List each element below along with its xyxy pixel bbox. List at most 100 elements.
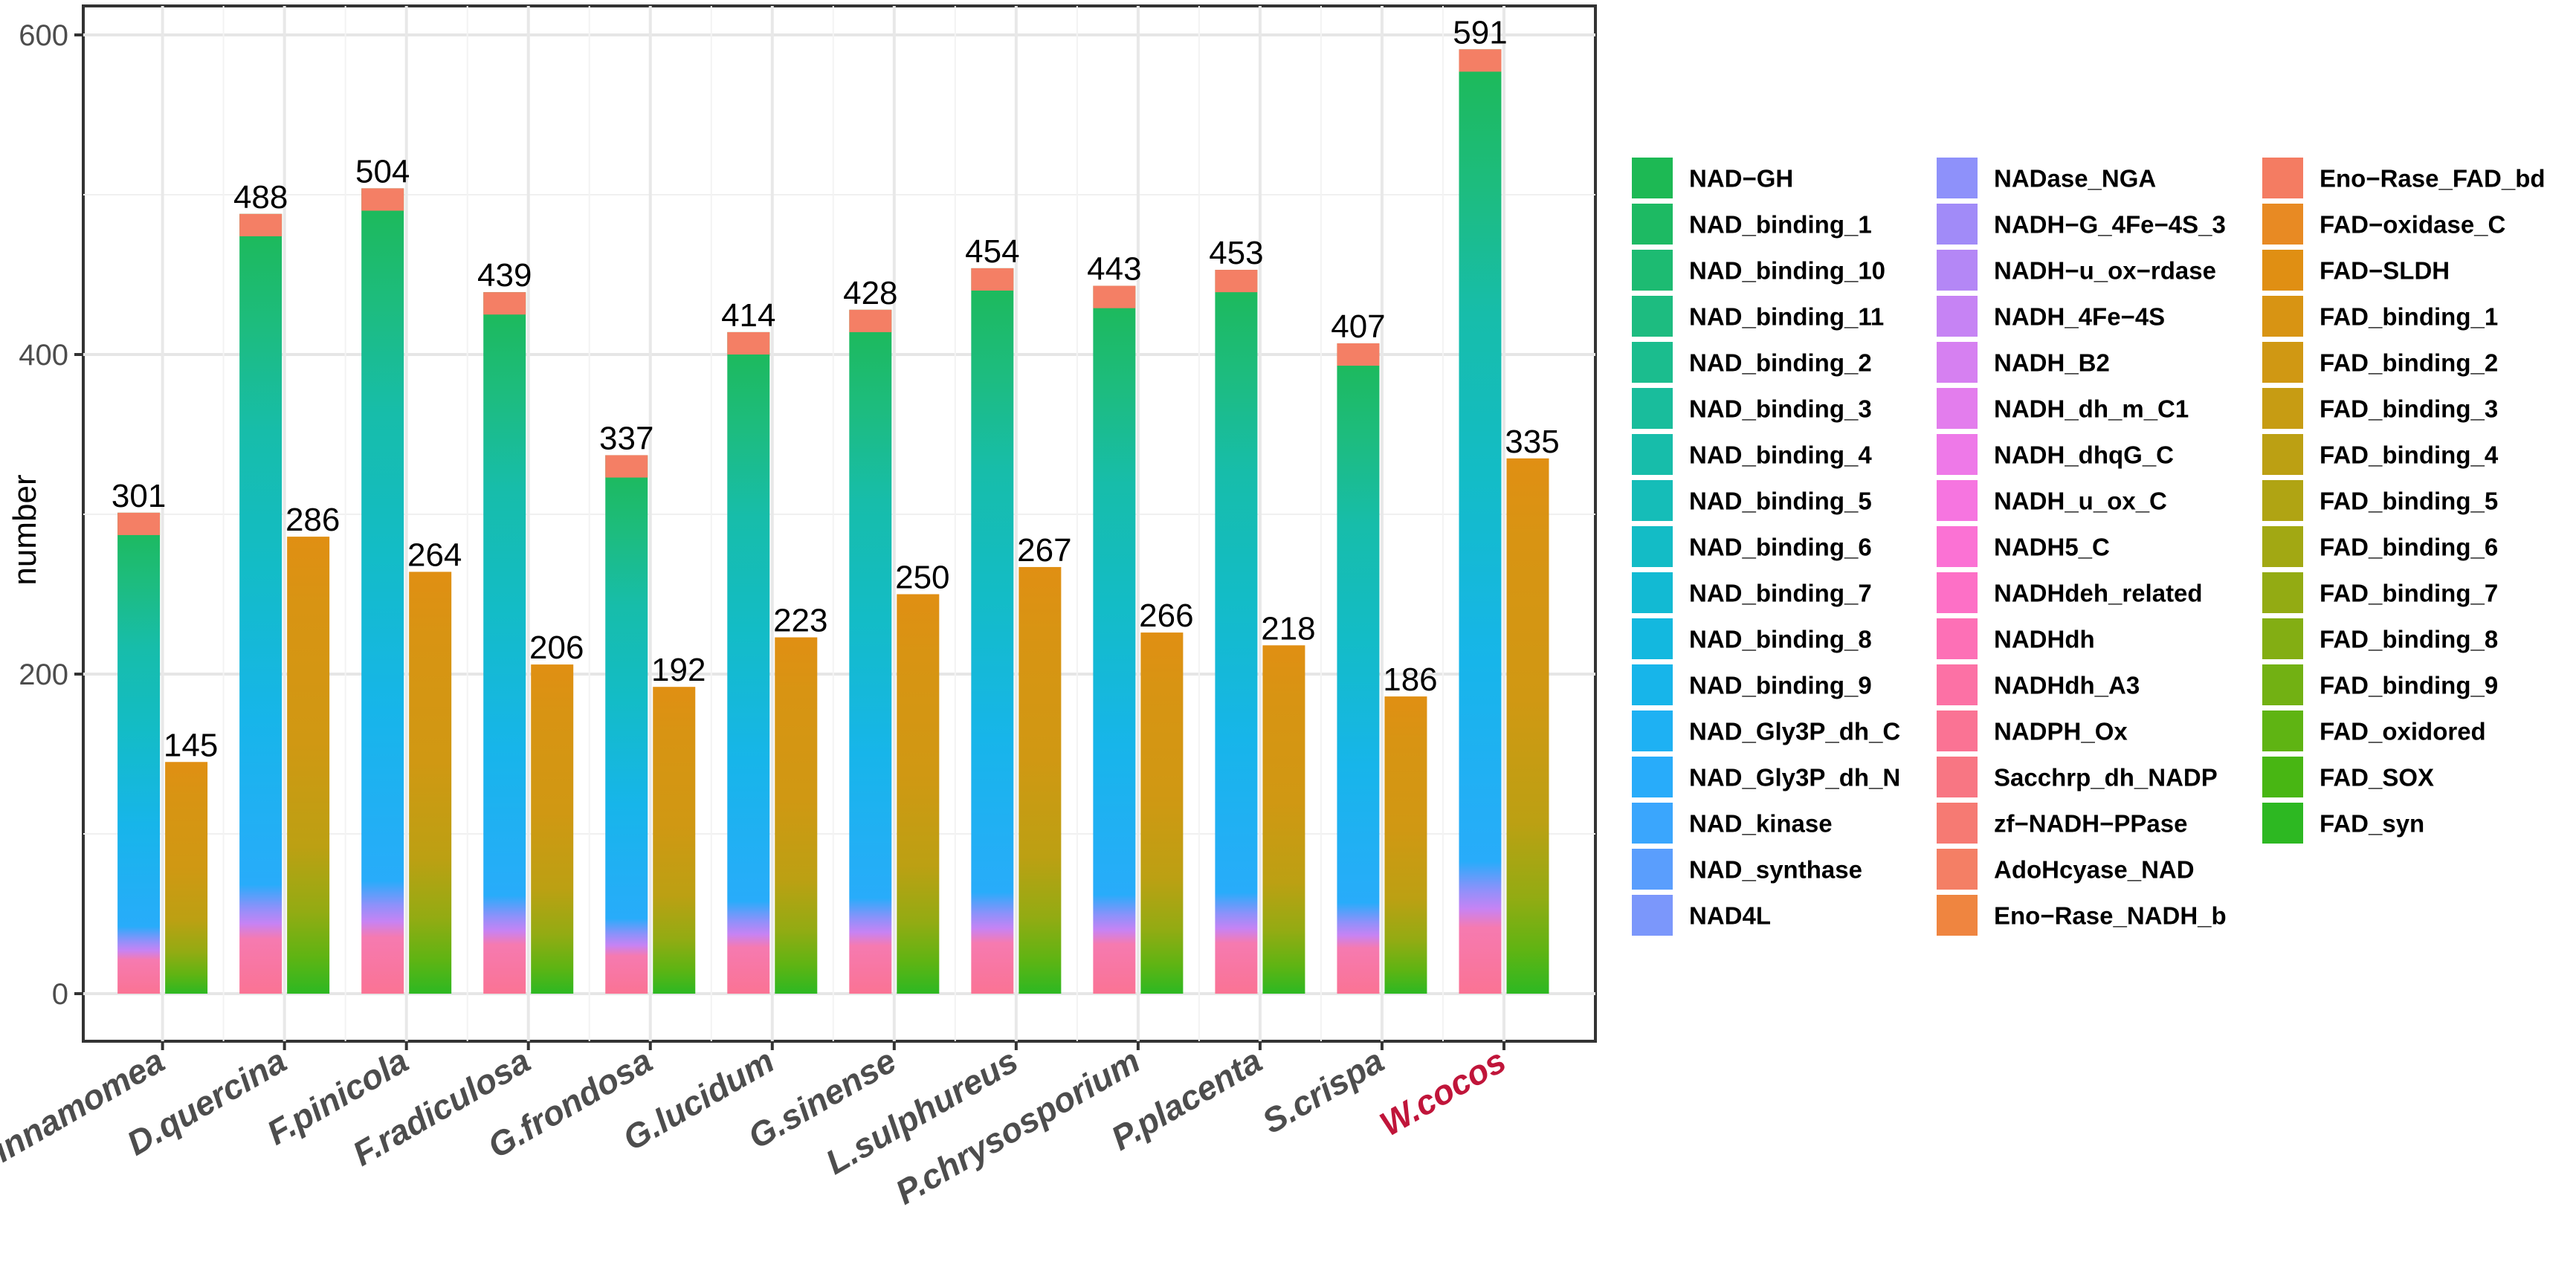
bar-nad-cap: [849, 309, 892, 332]
legend-key: [1937, 849, 1978, 890]
legend-label: NADH5_C: [1994, 534, 2110, 561]
bar-label-fad: 145: [164, 727, 218, 763]
legend-label: NADH−G_4Fe−4S_3: [1994, 211, 2226, 239]
bar-label-nad: 439: [477, 257, 532, 294]
legend-label: FAD−oxidase_C: [2320, 211, 2505, 239]
bar-fad-G.lucidum: [775, 637, 818, 994]
legend-key: [2262, 803, 2303, 844]
legend-key: [1937, 296, 1978, 337]
legend-key: [1632, 572, 1673, 613]
legend-label: FAD_binding_9: [2320, 672, 2498, 699]
legend-label: FAD_binding_1: [2320, 303, 2498, 331]
legend-key: [1937, 895, 1978, 936]
legend-key: [2262, 158, 2303, 198]
bar-nad-P.placenta: [1215, 270, 1258, 994]
bar-label-nad: 488: [233, 179, 288, 216]
bar-fad-S.crispa: [1384, 696, 1427, 994]
bar-fad-D.quercina: [287, 537, 330, 994]
legend-key: [2262, 526, 2303, 567]
legend-label: NADH_u_ox_C: [1994, 488, 2167, 515]
bar-label-nad: 504: [355, 153, 410, 190]
bar-fad-G.frondosa: [653, 687, 696, 994]
bar-nad-F.radiculosa: [483, 292, 526, 994]
legend-key: [1937, 664, 1978, 705]
legend-label: NADH_B2: [1994, 349, 2110, 377]
bar-nad-cap: [483, 292, 526, 315]
legend-label: FAD_oxidored: [2320, 718, 2486, 745]
legend-label: FAD_binding_4: [2320, 441, 2499, 469]
legend-label: NAD_synthase: [1689, 856, 1862, 884]
legend-label: FAD_binding_8: [2320, 626, 2498, 653]
legend-label: NAD_binding_3: [1689, 395, 1872, 423]
legend-key: [1632, 849, 1673, 890]
bar-label-fad: 218: [1261, 610, 1315, 647]
legend-key: [2262, 572, 2303, 613]
legend-key: [1632, 526, 1673, 567]
legend-key: [1937, 434, 1978, 475]
bar-nad-P.chrysosporium: [1093, 285, 1136, 994]
bar-nad-cap: [727, 331, 770, 355]
bar-fad-A.cinnamomea: [165, 762, 208, 994]
legend-label: NADH_4Fe−4S: [1994, 303, 2165, 331]
bar-label-fad: 267: [1017, 532, 1071, 569]
legend-key: [1632, 803, 1673, 844]
legend-key: [1937, 204, 1978, 245]
legend-key: [1632, 434, 1673, 475]
legend-label: NAD_Gly3P_dh_C: [1689, 718, 1900, 745]
legend-label: FAD_binding_3: [2320, 395, 2498, 423]
legend-key: [1937, 480, 1978, 521]
legend-label: NADH_dh_m_C1: [1994, 395, 2189, 423]
bar-nad-L.sulphureus: [971, 268, 1014, 994]
legend-label: NADH_dhqG_C: [1994, 441, 2174, 469]
bar-label-nad: 454: [965, 233, 1019, 270]
legend-label: NAD_binding_1: [1689, 211, 1872, 239]
bar-label-fad: 186: [1383, 661, 1437, 698]
legend-key: [1632, 296, 1673, 337]
legend-key: [2262, 711, 2303, 751]
bar-nad-cap: [239, 213, 283, 236]
bar-label-nad: 591: [1453, 14, 1507, 51]
bar-label-nad: 407: [1331, 308, 1385, 345]
bar-fad-L.sulphureus: [1019, 566, 1062, 994]
bar-nad-F.pinicola: [361, 188, 404, 994]
bar-nad-cap: [1337, 343, 1380, 366]
legend-key: [1937, 342, 1978, 383]
bar-fad-F.pinicola: [409, 572, 452, 994]
legend-key: [1632, 250, 1673, 291]
legend-label: AdoHcyase_NAD: [1994, 856, 2195, 884]
legend-label: NADH−u_ox−rdase: [1994, 257, 2216, 285]
legend-key: [2262, 618, 2303, 659]
legend-key: [1937, 711, 1978, 751]
legend-label: NAD_binding_7: [1689, 580, 1872, 607]
legend-label: NADHdh_A3: [1994, 672, 2140, 699]
bar-nad-cap: [1093, 285, 1136, 308]
legend-label: FAD−SLDH: [2320, 257, 2450, 285]
bar-nad-cap: [361, 188, 404, 211]
bar-fad-G.sinense: [897, 594, 940, 994]
legend-label: NADPH_Ox: [1994, 718, 2128, 745]
legend-key: [1632, 158, 1673, 198]
bar-nad-cap: [117, 512, 161, 535]
bar-value-labels: 301 145 488 286 504 264 439 206 337 192 414 223 428 2…: [112, 14, 1560, 763]
legend-key: [2262, 342, 2303, 383]
legend-key: [1937, 158, 1978, 198]
bar-label-nad: 428: [843, 275, 897, 311]
x-category-label: W.cocos: [1373, 1041, 1512, 1144]
legend-label: FAD_binding_5: [2320, 488, 2498, 515]
legend-key: [1632, 342, 1673, 383]
legend: NAD−GH NAD_binding_1 NAD_binding_10 NAD_bin…: [1632, 158, 2546, 936]
legend-label: NAD_binding_5: [1689, 488, 1872, 515]
legend-label: NAD4L: [1689, 902, 1771, 930]
legend-label: zf−NADH−PPase: [1994, 810, 2187, 838]
legend-label: NAD_binding_4: [1689, 441, 1872, 469]
legend-label: NAD_binding_11: [1689, 303, 1884, 331]
legend-label: NAD−GH: [1689, 165, 1793, 192]
legend-key: [2262, 250, 2303, 291]
bar-label-fad: 266: [1139, 598, 1193, 634]
legend-label: NAD_binding_2: [1689, 349, 1872, 377]
bar-label-nad: 414: [721, 297, 775, 334]
bar-nad-cap: [605, 455, 648, 478]
bar-label-nad: 443: [1087, 251, 1141, 288]
legend-key: [1632, 480, 1673, 521]
